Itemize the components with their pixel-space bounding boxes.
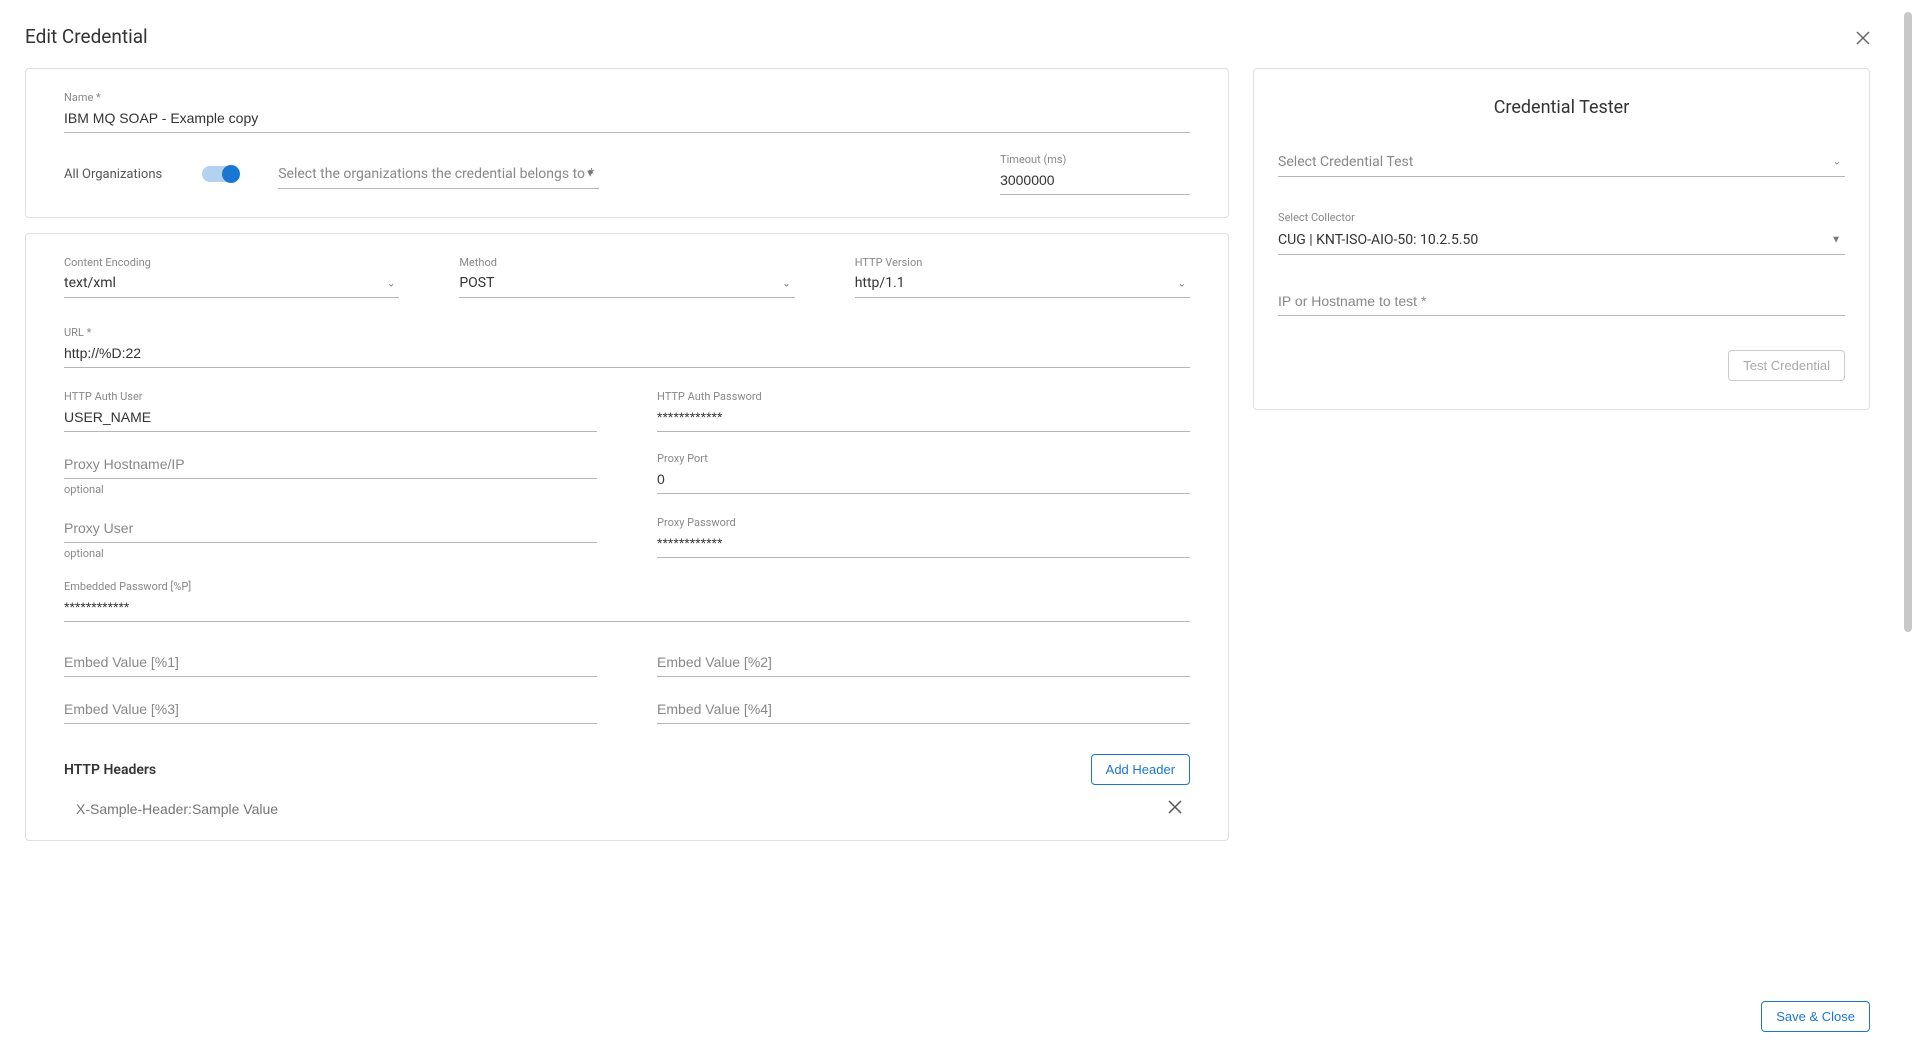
select-credential-test[interactable]: Select Credential Test ⌄ xyxy=(1278,148,1845,177)
chevron-down-icon: ⌄ xyxy=(1178,279,1186,290)
content-encoding-select[interactable]: text/xml ⌄ xyxy=(64,271,399,298)
header-input[interactable] xyxy=(76,801,1160,817)
http-headers-title: HTTP Headers xyxy=(64,762,156,778)
content-encoding-label: Content Encoding xyxy=(64,256,399,269)
proxy-port-input[interactable] xyxy=(657,467,1190,494)
scrollbar-thumb[interactable] xyxy=(1904,12,1912,632)
proxy-host-helper: optional xyxy=(64,483,597,496)
proxy-user-input[interactable] xyxy=(64,516,597,543)
url-label: URL * xyxy=(64,326,1190,339)
chevron-down-icon: ⌄ xyxy=(1833,157,1841,168)
header-row xyxy=(64,799,1190,818)
proxy-password-input[interactable] xyxy=(657,531,1190,558)
embed-value-1-input[interactable] xyxy=(64,650,597,677)
add-header-button[interactable]: Add Header xyxy=(1091,754,1190,785)
ip-hostname-input[interactable] xyxy=(1278,289,1845,316)
embed-value-4-input[interactable] xyxy=(657,697,1190,724)
http-version-label: HTTP Version xyxy=(855,256,1190,269)
all-orgs-label: All Organizations xyxy=(64,167,162,182)
auth-password-input[interactable] xyxy=(657,405,1190,432)
basic-info-panel: Name * All Organizations Select the orga… xyxy=(25,68,1229,218)
proxy-password-label: Proxy Password xyxy=(657,516,1190,529)
auth-user-input[interactable] xyxy=(64,405,597,432)
auth-user-label: HTTP Auth User xyxy=(64,390,597,403)
timeout-input[interactable] xyxy=(1000,168,1190,195)
auth-password-label: HTTP Auth Password xyxy=(657,390,1190,403)
chevron-down-icon: ⌄ xyxy=(782,279,790,290)
close-icon[interactable] xyxy=(1856,30,1870,49)
chevron-down-icon: ⌄ xyxy=(387,279,395,290)
select-collector[interactable]: CUG | KNT-ISO-AIO-50: 10.2.5.50 ▼ xyxy=(1278,226,1845,255)
credential-tester-panel: Credential Tester Select Credential Test… xyxy=(1253,68,1870,410)
name-label: Name * xyxy=(64,91,1190,104)
modal-title: Edit Credential xyxy=(25,25,1870,48)
tester-title: Credential Tester xyxy=(1278,97,1845,118)
embed-value-2-input[interactable] xyxy=(657,650,1190,677)
embed-value-3-input[interactable] xyxy=(64,697,597,724)
url-input[interactable] xyxy=(64,341,1190,368)
embedded-password-input[interactable] xyxy=(64,595,1190,622)
edit-credential-modal: Edit Credential Name * All Organizations… xyxy=(0,0,1920,1057)
proxy-port-label: Proxy Port xyxy=(657,452,1190,465)
http-version-select[interactable]: http/1.1 ⌄ xyxy=(855,271,1190,298)
embedded-password-label: Embedded Password [%P] xyxy=(64,580,1190,593)
proxy-user-helper: optional xyxy=(64,547,597,560)
toggle-knob xyxy=(222,165,240,183)
collector-label: Select Collector xyxy=(1278,211,1845,224)
organizations-placeholder: Select the organizations the credential … xyxy=(278,166,594,182)
scrollbar[interactable] xyxy=(1904,12,1912,812)
name-input[interactable] xyxy=(64,106,1190,133)
http-config-panel: Content Encoding text/xml ⌄ Method POST … xyxy=(25,233,1229,841)
method-select[interactable]: POST ⌄ xyxy=(459,271,794,298)
timeout-label: Timeout (ms) xyxy=(1000,153,1190,166)
method-label: Method xyxy=(459,256,794,269)
organizations-select[interactable]: Select the organizations the credential … xyxy=(278,160,599,189)
chevron-down-icon: ▼ xyxy=(1831,235,1841,246)
proxy-host-input[interactable] xyxy=(64,452,597,479)
remove-header-icon[interactable] xyxy=(1160,799,1190,818)
save-close-button[interactable]: Save & Close xyxy=(1761,1001,1870,1032)
modal-footer: Save & Close xyxy=(1761,1001,1870,1032)
all-orgs-toggle[interactable] xyxy=(202,166,238,182)
test-credential-button[interactable]: Test Credential xyxy=(1728,350,1845,381)
